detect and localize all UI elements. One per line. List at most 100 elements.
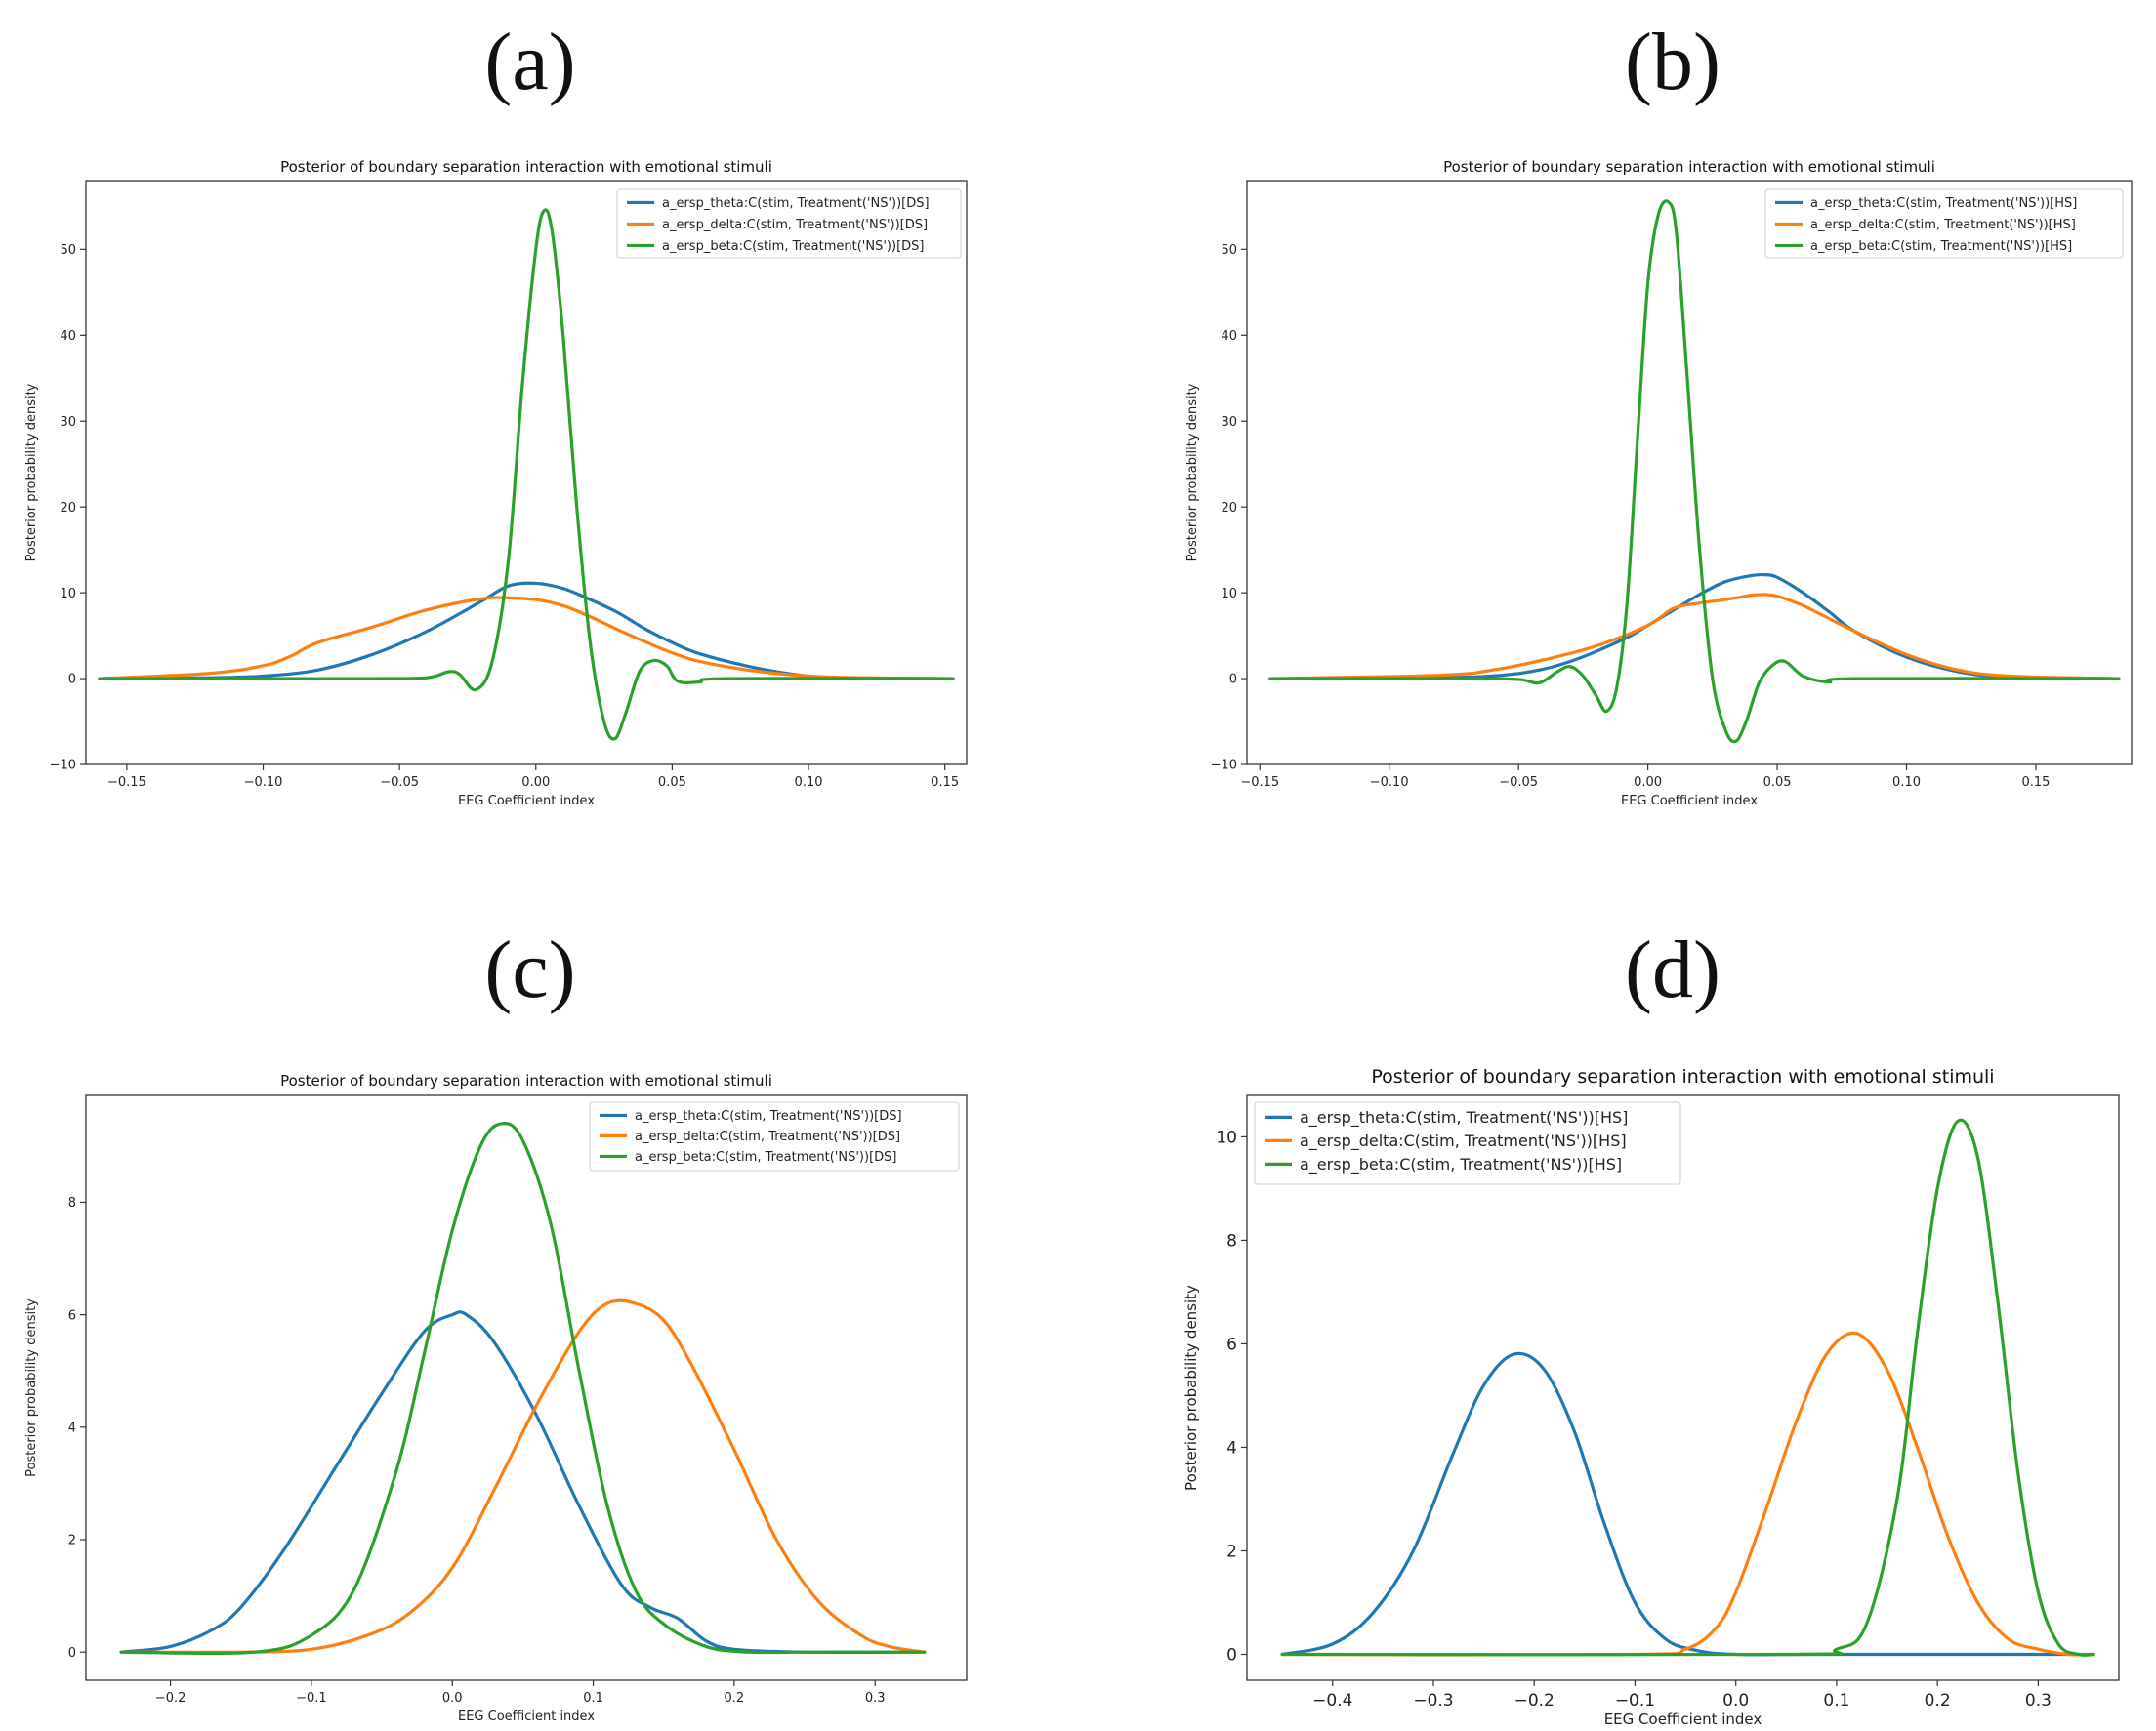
x-axis-label: EEG Coefficient index xyxy=(458,794,595,808)
y-tick-label: −10 xyxy=(1211,759,1237,773)
series-line-2 xyxy=(1268,199,2121,744)
y-tick-label: 50 xyxy=(60,243,76,258)
x-tick-label: 0.05 xyxy=(1763,775,1792,790)
series-line-0 xyxy=(1280,1351,2095,1657)
y-tick-label: 0 xyxy=(1229,673,1237,687)
panel-c-label: (c) xyxy=(484,925,576,1015)
x-tick-label: 0.2 xyxy=(725,1691,745,1706)
x-tick-label: 0.0 xyxy=(442,1691,463,1706)
x-axis-label: EEG Coefficient index xyxy=(1604,1710,1762,1728)
x-tick-label: −0.4 xyxy=(1312,1691,1352,1710)
series-line-1 xyxy=(119,1298,927,1655)
legend-label: a_ersp_delta:C(stim, Treatment('NS'))[DS… xyxy=(662,218,928,232)
y-tick-label: 20 xyxy=(60,501,76,515)
panel-b-chart: Posterior of boundary separation interac… xyxy=(1185,158,2133,808)
x-tick-label: −0.3 xyxy=(1413,1691,1453,1710)
x-tick-label: 0.10 xyxy=(1892,775,1921,790)
plot-frame xyxy=(85,1094,968,1681)
panel-c-chart: Posterior of boundary separation interac… xyxy=(24,1072,968,1724)
x-tick-label: 0.0 xyxy=(1722,1691,1749,1710)
legend-label: a_ersp_beta:C(stim, Treatment('NS'))[DS] xyxy=(662,239,924,254)
series-line-2 xyxy=(1280,1118,2095,1657)
y-tick-label: 30 xyxy=(60,415,76,430)
y-tick-label: 8 xyxy=(1226,1232,1237,1252)
x-tick-label: −0.2 xyxy=(1514,1691,1555,1710)
y-tick-label: 20 xyxy=(1221,501,1237,515)
chart-title: Posterior of boundary separation interac… xyxy=(1371,1066,1994,1088)
x-axis-label: EEG Coefficient index xyxy=(1621,794,1758,808)
x-tick-label: 0.15 xyxy=(931,775,959,790)
panel-b-label: (b) xyxy=(1625,17,1721,107)
x-tick-label: 0.1 xyxy=(583,1691,603,1706)
y-tick-label: 10 xyxy=(1216,1129,1237,1148)
y-tick-label: 40 xyxy=(1221,329,1237,344)
y-tick-label: −10 xyxy=(50,759,76,773)
y-axis-label: Posterior probability density xyxy=(24,383,39,561)
x-tick-label: −0.1 xyxy=(296,1691,327,1706)
plot-frame xyxy=(1246,180,2133,765)
y-tick-label: 4 xyxy=(68,1421,76,1435)
y-tick-label: 2 xyxy=(1226,1543,1237,1562)
y-axis-label: Posterior probability density xyxy=(1185,383,1200,561)
y-tick-label: 2 xyxy=(68,1534,76,1548)
x-tick-label: 0.3 xyxy=(2025,1691,2052,1710)
y-tick-label: 50 xyxy=(1221,243,1237,258)
x-tick-label: 0.00 xyxy=(521,775,550,790)
y-tick-label: 6 xyxy=(68,1308,76,1323)
series-line-0 xyxy=(98,581,955,680)
legend-label: a_ersp_theta:C(stim, Treatment('NS'))[DS… xyxy=(662,196,930,211)
legend-label: a_ersp_delta:C(stim, Treatment('NS'))[HS… xyxy=(1300,1132,1627,1151)
legend-label: a_ersp_theta:C(stim, Treatment('NS'))[HS… xyxy=(1810,196,2077,211)
series-line-1 xyxy=(1268,593,2121,680)
x-tick-label: −0.15 xyxy=(1240,775,1279,790)
chart-title: Posterior of boundary separation interac… xyxy=(280,1072,772,1090)
panel-d-label: (d) xyxy=(1625,925,1721,1015)
x-tick-label: 0.15 xyxy=(2022,775,2051,790)
y-tick-label: 0 xyxy=(68,673,76,687)
legend-label: a_ersp_beta:C(stim, Treatment('NS'))[HS] xyxy=(1300,1155,1622,1175)
series-line-2 xyxy=(119,1121,927,1656)
x-tick-label: −0.05 xyxy=(1499,775,1538,790)
panel-a-label: (a) xyxy=(484,17,576,107)
legend-label: a_ersp_delta:C(stim, Treatment('NS'))[HS… xyxy=(1810,218,2076,232)
x-tick-label: 0.3 xyxy=(865,1691,886,1706)
x-tick-label: 0.00 xyxy=(1634,775,1662,790)
series-line-1 xyxy=(98,596,955,680)
x-tick-label: −0.10 xyxy=(244,775,283,790)
legend-box xyxy=(589,1101,960,1172)
legend-box xyxy=(616,188,962,259)
y-axis-label: Posterior probability density xyxy=(24,1298,39,1477)
y-tick-label: 40 xyxy=(60,329,76,344)
series-line-0 xyxy=(119,1310,927,1655)
chart-title: Posterior of boundary separation interac… xyxy=(1443,158,1935,176)
y-tick-label: 30 xyxy=(1221,415,1237,430)
x-tick-label: −0.2 xyxy=(155,1691,187,1706)
legend-box xyxy=(1764,188,2124,259)
legend-label: a_ersp_theta:C(stim, Treatment('NS'))[DS… xyxy=(635,1109,902,1124)
legend-label: a_ersp_delta:C(stim, Treatment('NS'))[DS… xyxy=(635,1130,900,1144)
x-tick-label: −0.1 xyxy=(1615,1691,1655,1710)
y-tick-label: 10 xyxy=(60,587,76,601)
legend-label: a_ersp_theta:C(stim, Treatment('NS'))[HS… xyxy=(1300,1108,1628,1128)
series-line-0 xyxy=(1268,572,2121,680)
plot-frame xyxy=(85,180,968,765)
y-tick-label: 8 xyxy=(68,1196,76,1211)
y-axis-label: Posterior probability density xyxy=(1182,1285,1200,1491)
legend-box xyxy=(1254,1101,1681,1185)
legend-label: a_ersp_beta:C(stim, Treatment('NS'))[DS] xyxy=(635,1150,896,1165)
series-line-2 xyxy=(98,208,955,741)
y-tick-label: 0 xyxy=(68,1646,76,1661)
y-tick-label: 0 xyxy=(1226,1646,1237,1666)
x-axis-label: EEG Coefficient index xyxy=(458,1710,595,1724)
chart-title: Posterior of boundary separation interac… xyxy=(280,158,772,176)
y-tick-label: 10 xyxy=(1221,587,1237,601)
plot-frame xyxy=(1246,1094,2120,1681)
y-tick-label: 4 xyxy=(1226,1439,1237,1459)
x-tick-label: 0.1 xyxy=(1823,1691,1849,1710)
x-tick-label: 0.2 xyxy=(1925,1691,1951,1710)
series-line-1 xyxy=(1280,1331,2095,1657)
x-tick-label: 0.05 xyxy=(658,775,686,790)
panel-a-chart: Posterior of boundary separation interac… xyxy=(24,158,968,808)
x-tick-label: −0.05 xyxy=(380,775,419,790)
